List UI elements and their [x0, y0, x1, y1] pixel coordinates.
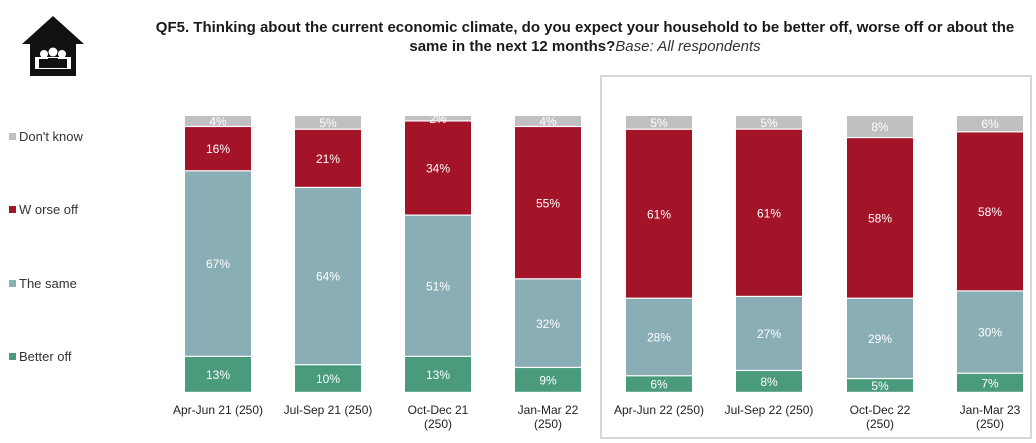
- data-label: 8%: [871, 120, 889, 134]
- bar-segment-better-off: [736, 371, 802, 392]
- category-label: Oct-Dec 22 (250): [850, 403, 911, 431]
- bar-segment-better-off: [405, 356, 471, 392]
- category-label: Jul-Sep 22 (250): [725, 403, 814, 417]
- bar-segment-worse-off: [515, 127, 581, 279]
- legend-swatch: [9, 352, 16, 360]
- data-label: 64%: [316, 270, 340, 284]
- bar-segment-worse-off: [847, 138, 913, 298]
- bar-segment-dont-know: [957, 116, 1023, 132]
- data-label: 55%: [536, 196, 560, 210]
- data-label: 13%: [206, 368, 230, 382]
- bar-segment-worse-off: [405, 121, 471, 215]
- data-label: 51%: [426, 279, 450, 293]
- data-label: 29%: [868, 332, 892, 346]
- data-label: 34%: [426, 162, 450, 176]
- category-label: Jan-Mar 23 (250): [960, 403, 1021, 431]
- bar-segment-the-same: [515, 279, 581, 367]
- data-label: 8%: [760, 375, 778, 389]
- bar-segment-worse-off: [736, 129, 802, 296]
- data-label: 13%: [426, 368, 450, 382]
- data-label: 30%: [978, 326, 1002, 340]
- bar-segment-the-same: [405, 215, 471, 356]
- category-label: Jan-Mar 22 (250): [518, 403, 579, 431]
- bar-segment-the-same: [295, 188, 361, 365]
- bar-segment-worse-off: [185, 127, 251, 171]
- bar-segment-the-same: [626, 298, 692, 376]
- data-label: 4%: [539, 115, 557, 129]
- chart-title: QF5. Thinking about the current economic…: [150, 18, 1020, 56]
- bar-segment-dont-know: [847, 116, 913, 137]
- data-label: 16%: [206, 142, 230, 156]
- bar-segment-better-off: [515, 368, 581, 392]
- legend-label: The same: [19, 275, 77, 291]
- data-label: 61%: [757, 206, 781, 220]
- bar-segment-the-same: [185, 171, 251, 356]
- data-label: 21%: [316, 152, 340, 166]
- bar-segment-better-off: [185, 356, 251, 392]
- category-label: Apr-Jun 21 (250): [173, 403, 263, 417]
- legend-label: Don't know: [19, 128, 83, 144]
- data-label: 7%: [981, 376, 999, 390]
- legend-item: The same: [9, 275, 77, 291]
- bar-segment-worse-off: [295, 129, 361, 187]
- data-label: 58%: [868, 211, 892, 225]
- legend-item: Don't know: [9, 128, 83, 144]
- data-label: 6%: [981, 117, 999, 131]
- bar-segment-better-off: [957, 373, 1023, 392]
- bar-segment-better-off: [626, 376, 692, 392]
- bar-segment-dont-know: [515, 116, 581, 126]
- legend-swatch: [9, 132, 16, 140]
- data-label: 28%: [647, 331, 671, 345]
- highlight-panel: [600, 75, 1032, 439]
- data-label: 9%: [539, 374, 557, 388]
- bar-segment-worse-off: [626, 129, 692, 298]
- data-label: 67%: [206, 257, 230, 271]
- house-icon: [22, 16, 84, 76]
- data-label: 5%: [319, 116, 337, 130]
- bar-segment-dont-know: [295, 116, 361, 129]
- data-label: 10%: [316, 372, 340, 386]
- data-label: 2%: [429, 112, 447, 126]
- base-text: Base: All respondents: [615, 38, 761, 55]
- legend-swatch: [9, 279, 16, 287]
- legend-label: W orse off: [19, 201, 79, 217]
- data-label: 27%: [757, 327, 781, 341]
- data-label: 32%: [536, 317, 560, 331]
- bar-segment-worse-off: [957, 132, 1023, 291]
- bar-segment-dont-know: [626, 116, 692, 129]
- bar-segment-dont-know: [185, 116, 251, 126]
- data-label: 58%: [978, 205, 1002, 219]
- category-label: Jul-Sep 21 (250): [284, 403, 373, 417]
- question-text: QF5. Thinking about the current economic…: [155, 19, 1015, 55]
- category-label: Oct-Dec 21 (250): [408, 403, 469, 431]
- data-label: 6%: [650, 378, 668, 392]
- legend-swatch: [9, 205, 16, 213]
- bar-segment-better-off: [847, 379, 913, 392]
- bar-segment-the-same: [847, 298, 913, 378]
- data-label: 5%: [760, 116, 778, 130]
- legend-label: Better off: [19, 348, 72, 364]
- bar-segment-better-off: [295, 365, 361, 392]
- data-label: 5%: [650, 116, 668, 130]
- legend-item: W orse off: [9, 201, 78, 217]
- legend-item: Better off: [9, 348, 72, 364]
- data-label: 5%: [871, 379, 889, 393]
- bar-segment-the-same: [736, 297, 802, 370]
- category-label: Apr-Jun 22 (250): [614, 403, 704, 417]
- bar-segment-dont-know: [405, 116, 471, 121]
- data-label: 61%: [647, 207, 671, 221]
- data-label: 4%: [209, 115, 227, 129]
- bar-segment-dont-know: [736, 116, 802, 129]
- bar-segment-the-same: [957, 291, 1023, 373]
